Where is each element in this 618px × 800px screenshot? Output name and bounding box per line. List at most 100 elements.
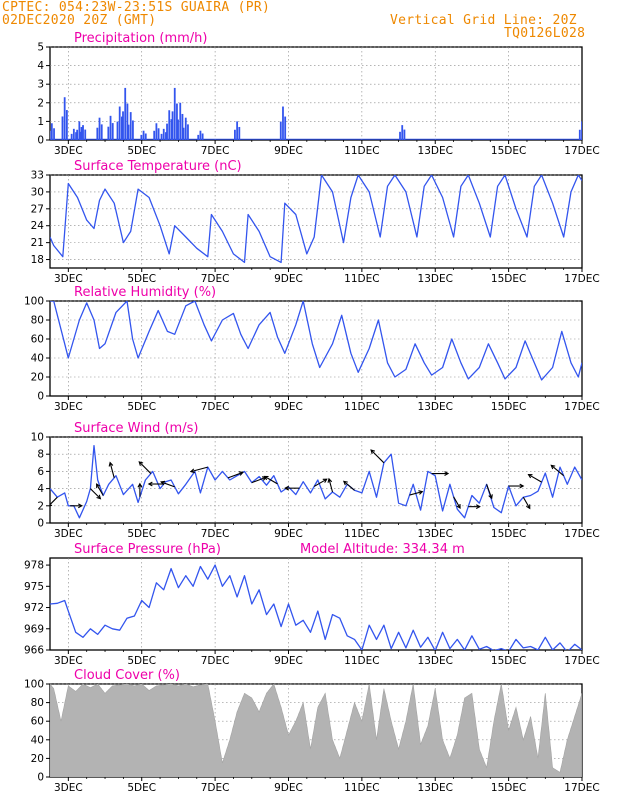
precip-bar [109,115,112,140]
temp-ytick-label: 27 [31,203,44,215]
pressure-xtick-label: 17DEC [564,655,599,667]
rh-series-line [50,301,582,381]
cloud-panel: 0 20 40 60 80 100 3DEC 5DEC 7DEC 9DEC 11DEC 13DEC 15… [24,668,600,794]
precip-xtick-label: 9DEC [274,145,303,157]
precip-bar [166,123,168,140]
temp-ytick-label: 33 [31,170,44,182]
precip-bar [184,117,187,140]
temp-ytick-label: 18 [31,254,44,266]
precip-frame [49,46,583,141]
grid-note-label: Vertical Grid Line: 20Z [390,13,577,28]
cloud-ytick-label: 100 [24,679,44,691]
precip-ytick-label: 3 [37,79,44,91]
precip-bar [78,121,81,140]
rh-xtick-label: 9DEC [274,401,303,413]
wind-arrow [50,496,58,507]
precip-bar [118,106,121,140]
precip-bar [181,113,184,140]
precip-bar [168,110,171,140]
rh-ytick-label: 80 [31,315,44,327]
wind-arrow [327,477,334,493]
precip-bar [238,126,241,140]
precip-xtick-label: 3DEC [54,145,83,157]
wind-series-line [50,444,582,519]
temp-title: Surface Temperature (nC) [74,159,242,174]
precip-bar [75,132,77,140]
wind-arrow [468,504,481,510]
cloud-xtick-label: 11DEC [344,782,379,794]
wind-ytick-label: 8 [37,449,44,461]
cloud-ytick-label: 60 [31,716,44,728]
precip-bar [127,124,130,140]
wind-arrow [96,483,104,496]
wind-arrow [522,496,531,510]
wind-arrow [137,482,143,497]
precip-bar [199,130,202,140]
rh-ytick-label: 60 [31,334,44,346]
wind-arrow [508,483,525,489]
temp-ytick-label: 30 [31,186,44,198]
precip-bar [65,110,68,140]
precip-bar [84,129,87,140]
precip-bar [162,128,165,140]
cloud-xtick-label: 17DEC [564,782,599,794]
cloud-xtick-label: 15DEC [491,782,526,794]
pressure-ytick-label: 975 [24,581,44,593]
precip-bar [583,127,585,140]
temp-xtick-label: 3DEC [54,273,83,285]
pressure-ytick-label: 969 [24,623,44,635]
rh-ytick-label: 100 [24,296,44,308]
precip-bar [129,112,132,140]
rh-xtick-label: 3DEC [54,401,83,413]
wind-xtick-label: 5DEC [127,528,156,540]
wind-arrow [263,475,278,485]
temp-ytick-label: 21 [31,237,44,249]
precip-bar [70,133,73,140]
wind-ytick-label: 4 [37,483,44,495]
wind-data [50,444,582,519]
wind-arrow [431,471,450,476]
precip-bar [79,131,82,140]
precip-bar [121,116,123,140]
pressure-data [50,564,582,650]
precip-bar [50,130,51,140]
pressure-ytick-label: 978 [24,560,44,572]
precip-title: Precipitation (mm/h) [74,31,207,46]
run-label: 02DEC2020 20Z (GMT) [2,13,157,28]
precip-bar [165,132,167,140]
precip-bar [279,121,282,140]
wind-xtick-label: 3DEC [54,528,83,540]
pressure-xtick-label: 11DEC [344,655,379,667]
precip-bar [176,103,178,140]
precip-bar [72,128,75,140]
temp-ytick-label: 24 [31,220,45,232]
wind-ytick-label: 2 [37,500,44,512]
precip-bar [132,120,134,140]
cloud-ytick-label: 20 [31,753,44,765]
wind-arrow [370,449,385,464]
precip-bar [236,121,239,140]
pressure-annotation: Model Altitude: 334.34 m [300,542,465,557]
rh-panel: 0 20 40 60 80 100 3DEC 5DEC 7DEC 9DEC 11DEC 13DEC 15… [24,285,600,413]
precip-bar [173,87,176,140]
cloud-ytick-label: 40 [31,734,44,746]
precip-bar [401,125,404,140]
wind-arrow [409,490,424,496]
precip-bar [100,124,103,140]
wind-arrow [138,461,152,474]
precip-bar [234,129,236,140]
wind-arrow [486,484,493,500]
precip-bar [126,103,129,140]
cloud-xtick-label: 5DEC [127,782,156,794]
precip-bar [142,130,145,140]
precip-bar [578,129,581,140]
wind-arrow [89,488,102,500]
wind-arrow [284,485,300,491]
precip-bar [170,119,173,140]
precip-bar [157,128,160,140]
precip-bar [399,131,401,140]
precip-xtick-label: 17DEC [564,145,599,157]
temp-frame [49,174,583,269]
precip-bar [171,111,174,140]
